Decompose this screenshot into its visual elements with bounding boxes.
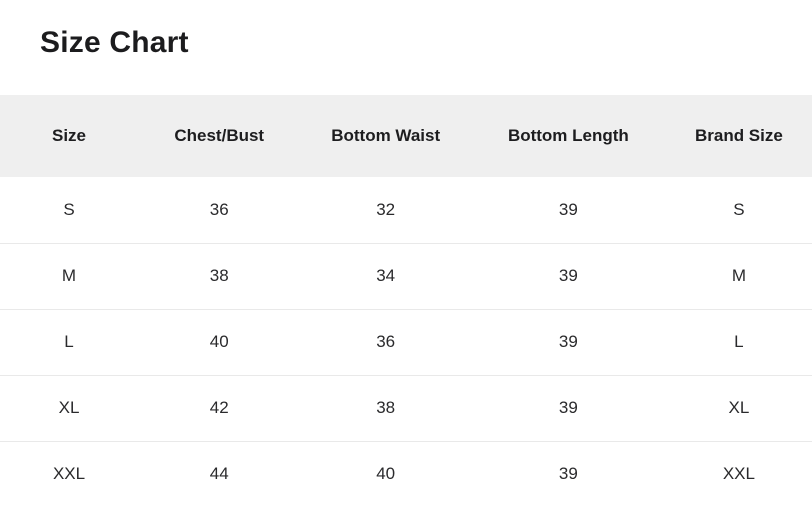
cell-brand-size: M	[731, 266, 746, 285]
cell-size: XXL	[52, 464, 86, 484]
cell-size: L	[64, 332, 74, 351]
cell-bottom-waist: 36	[376, 332, 396, 351]
cell-brand-size: XXL	[722, 464, 755, 484]
cell-bottom-waist: 40	[376, 464, 396, 484]
table-row-m: M 38 34 39 M	[0, 243, 812, 309]
cell-bottom-length: 39	[558, 266, 578, 285]
cell-bottom-waist: 38	[376, 398, 396, 417]
cell-chest-bust: 38	[209, 266, 229, 285]
cell-brand-size: XL	[728, 398, 750, 417]
table-row-xxl: XXL 44 40 39 XXL	[0, 441, 812, 507]
cell-size: S	[63, 199, 75, 219]
header-cell-brand-size: Brand Size	[694, 126, 783, 145]
table-row-xl: XL 42 38 39 XL	[0, 375, 812, 441]
cell-bottom-length: 39	[558, 464, 578, 484]
table-row-s: S 36 32 39 S	[0, 177, 812, 243]
table-header-row: Size Chest/Bust Bottom Waist Bottom Leng…	[0, 95, 812, 177]
cell-brand-size: S	[733, 199, 745, 219]
header-cell-chest-bust: Chest/Bust	[174, 126, 265, 145]
cell-bottom-waist: 34	[376, 266, 396, 285]
cell-bottom-length: 39	[558, 199, 578, 219]
table-row-l: L 40 36 39 L	[0, 309, 812, 375]
cell-chest-bust: 42	[209, 398, 229, 417]
cell-bottom-length: 39	[558, 398, 578, 417]
cell-chest-bust: 44	[209, 464, 229, 484]
cell-size: M	[61, 266, 77, 285]
size-chart-table: Size Chest/Bust Bottom Waist Bottom Leng…	[0, 95, 812, 507]
header-cell-bottom-length: Bottom Length	[507, 126, 629, 145]
cell-chest-bust: 40	[209, 332, 229, 351]
cell-brand-size: L	[734, 332, 744, 351]
cell-chest-bust: 36	[209, 199, 229, 219]
cell-size: XL	[58, 398, 80, 417]
cell-bottom-waist: 32	[376, 199, 396, 219]
page-title: Size Chart	[40, 26, 189, 59]
header-cell-size: Size	[52, 126, 87, 145]
cell-bottom-length: 39	[558, 332, 578, 351]
header-cell-bottom-waist: Bottom Waist	[331, 126, 441, 145]
